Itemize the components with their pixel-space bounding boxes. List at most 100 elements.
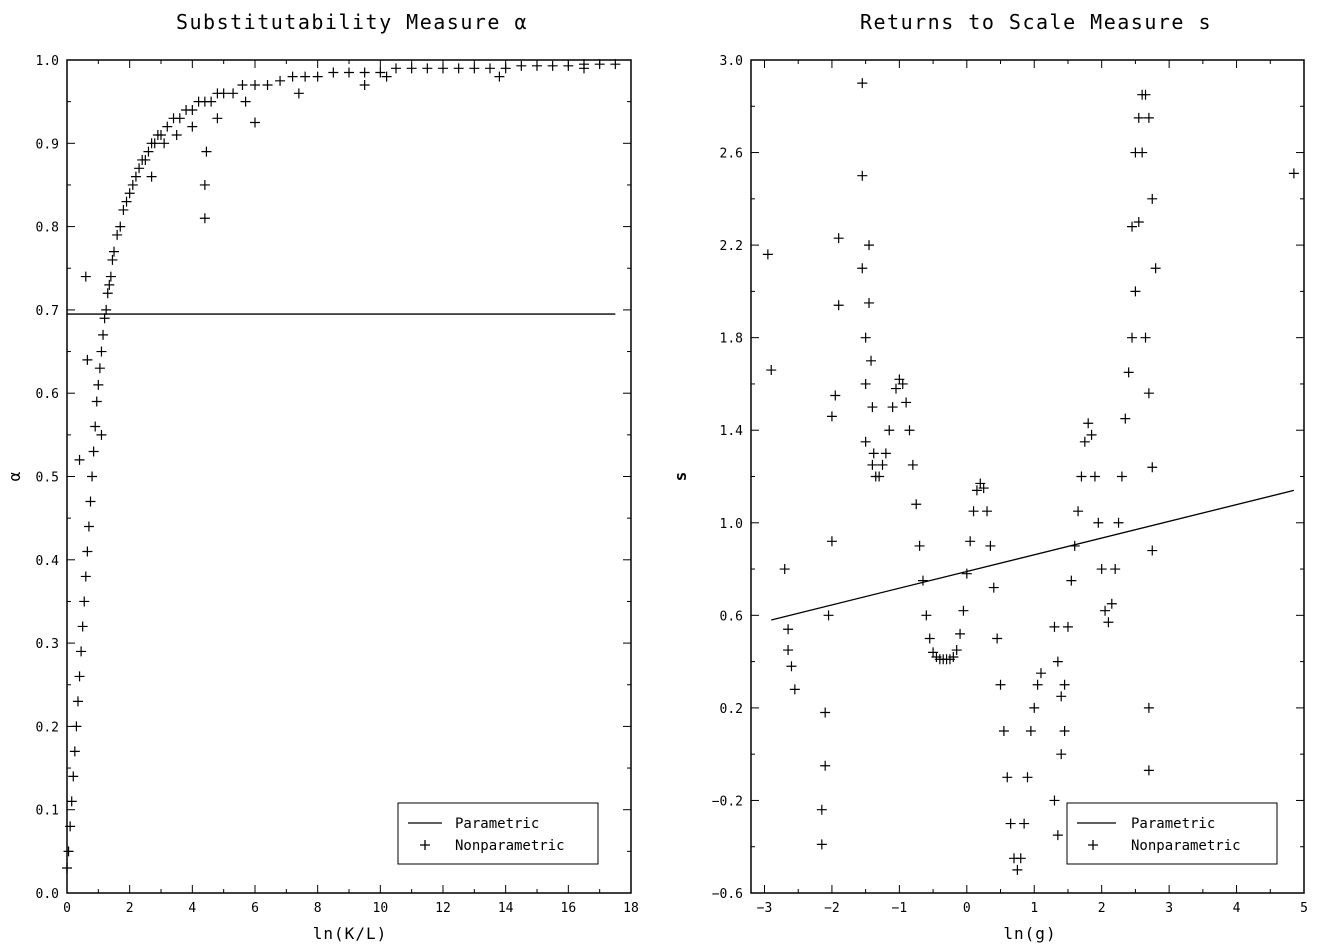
- s-nonparametric-point: [884, 425, 895, 436]
- s-nonparametric-point: [1106, 598, 1117, 609]
- alpha-nonparametric-point: [500, 63, 511, 74]
- alpha-nonparametric-point: [187, 104, 198, 115]
- s-nonparametric-point: [1137, 89, 1148, 100]
- alpha-nonparametric-point: [199, 213, 210, 224]
- alpha-nonparametric-point: [65, 821, 76, 832]
- alpha-chart-title: Substitutability Measure α: [176, 10, 528, 34]
- s-nonparametric-point: [914, 540, 925, 551]
- alpha-nonparametric-point: [124, 188, 135, 199]
- s-nonparametric-point: [867, 459, 878, 470]
- alpha-nonparametric-point: [82, 546, 93, 557]
- alpha-y-tick-label: 0.7: [36, 304, 59, 319]
- s-nonparametric-point: [1056, 749, 1067, 760]
- s-nonparametric-point: [833, 300, 844, 311]
- alpha-nonparametric-point: [71, 721, 82, 732]
- alpha-nonparametric-point: [62, 863, 72, 874]
- alpha-nonparametric-point: [312, 71, 323, 82]
- alpha-y-tick-label: 0.0: [36, 887, 59, 902]
- alpha-legend: Parametric Nonparametric: [397, 802, 599, 865]
- alpha-nonparametric-point: [82, 354, 93, 365]
- s-nonparametric-point: [766, 365, 777, 376]
- s-y-tick-label: 2.2: [720, 239, 743, 254]
- s-nonparametric-point: [1073, 506, 1084, 517]
- alpha-nonparametric-point: [74, 671, 85, 682]
- alpha-nonparametric-point: [240, 96, 251, 107]
- alpha-nonparametric-point: [250, 79, 260, 90]
- alpha-nonparametric-point: [262, 79, 273, 90]
- alpha-nonparametric-point: [174, 113, 185, 124]
- s-nonparametric-point: [789, 684, 800, 695]
- alpha-nonparametric-point: [99, 313, 110, 324]
- alpha-nonparametric-point: [594, 59, 605, 70]
- s-nonparametric-point: [1052, 830, 1063, 841]
- s-x-tick-label: −2: [824, 901, 840, 916]
- alpha-nonparametric-point: [87, 471, 98, 482]
- s-nonparametric-point: [1150, 263, 1161, 274]
- s-nonparametric-point: [1140, 332, 1151, 343]
- s-nonparametric-point: [877, 459, 888, 470]
- s-nonparametric-point: [1062, 621, 1073, 632]
- s-x-tick-label: 5: [1300, 901, 1308, 916]
- alpha-nonparametric-point: [134, 163, 145, 174]
- s-nonparametric-point: [1069, 540, 1080, 551]
- s-nonparametric-point: [860, 332, 871, 343]
- s-nonparametric-point: [907, 459, 918, 470]
- s-nonparametric-point: [1025, 726, 1036, 737]
- s-nonparametric-point: [951, 645, 962, 656]
- alpha-x-tick-label: 14: [498, 901, 514, 916]
- alpha-x-tick-label: 2: [126, 901, 134, 916]
- alpha-nonparametric-point: [532, 60, 542, 71]
- s-nonparametric-point: [1066, 575, 1077, 586]
- s-y-tick-label: 1.8: [720, 332, 743, 347]
- alpha-nonparametric-point: [72, 696, 83, 707]
- alpha-y-tick-label: 1.0: [36, 54, 59, 69]
- alpha-nonparametric-point: [83, 521, 94, 532]
- alpha-nonparametric-point: [212, 113, 223, 124]
- alpha-legend-box: [397, 802, 599, 865]
- s-nonparametric-point: [968, 506, 979, 517]
- s-y-tick-label: 2.6: [720, 147, 743, 162]
- alpha-nonparametric-point: [453, 63, 464, 74]
- s-nonparametric-point: [961, 568, 972, 579]
- s-x-tick-label: 3: [1165, 901, 1173, 916]
- alpha-y-axis-label: α: [5, 471, 24, 482]
- alpha-y-tick-label: 0.3: [36, 637, 59, 652]
- s-nonparametric-point: [958, 605, 969, 616]
- alpha-y-tick-label: 0.6: [36, 387, 59, 402]
- alpha-x-tick-label: 8: [314, 901, 322, 916]
- alpha-nonparametric-point: [579, 63, 589, 74]
- s-nonparametric-point: [1019, 818, 1030, 829]
- s-nonparametric-point: [1086, 429, 1097, 440]
- alpha-nonparametric-point: [93, 379, 104, 390]
- alpha-nonparametric-point: [469, 63, 480, 74]
- alpha-nonparametric-point: [115, 221, 126, 232]
- s-nonparametric-point: [1116, 471, 1127, 482]
- s-nonparametric-point: [826, 536, 837, 547]
- s-nonparametric-point: [1130, 147, 1141, 158]
- s-nonparametric-point: [880, 448, 891, 459]
- alpha-series: [62, 59, 621, 874]
- alpha-nonparametric-point: [159, 138, 170, 149]
- s-nonparametric-point: [955, 628, 966, 639]
- alpha-nonparametric-point: [199, 179, 210, 190]
- s-nonparametric-point: [1089, 471, 1100, 482]
- s-nonparametric-point: [917, 575, 928, 586]
- alpha-x-ticks: 0 2 4 6 8 10 12 14 16 18: [63, 60, 639, 916]
- s-nonparametric-point: [1127, 332, 1138, 343]
- alpha-nonparametric-point: [275, 75, 286, 86]
- s-nonparametric-point: [867, 402, 878, 413]
- s-nonparametric-point: [833, 233, 844, 244]
- alpha-nonparametric-point: [101, 304, 112, 315]
- s-nonparametric-point: [1147, 193, 1158, 204]
- alpha-nonparametric-point: [149, 138, 160, 149]
- s-y-tick-label: 1.0: [720, 517, 743, 532]
- s-chart-title: Returns to Scale Measure s: [860, 10, 1212, 34]
- alpha-nonparametric-point: [218, 88, 229, 99]
- alpha-nonparametric-point: [300, 71, 311, 82]
- s-nonparametric-point: [1059, 679, 1070, 690]
- alpha-nonparametric-point: [359, 67, 370, 78]
- alpha-nonparametric-point: [127, 179, 138, 190]
- alpha-nonparametric-point: [80, 571, 91, 582]
- alpha-x-axis-label: ln(K/L): [313, 924, 387, 943]
